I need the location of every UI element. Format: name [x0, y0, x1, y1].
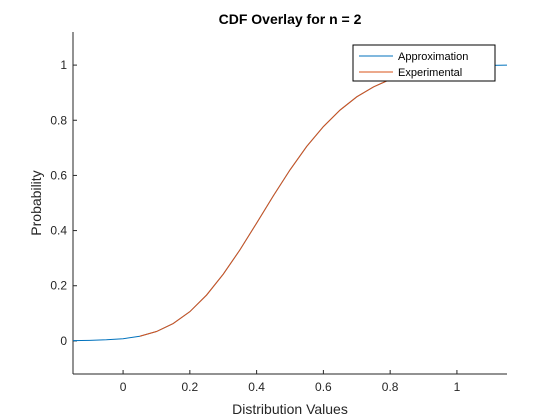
legend-box: [352, 44, 496, 82]
x-tick-label: 0.6: [315, 380, 332, 394]
x-tick-label: 0.2: [182, 380, 199, 394]
y-tick-label: 0: [60, 334, 67, 348]
y-axis-ticks: 0 0.2 0.4 0.6 0.8 1: [50, 58, 77, 348]
x-tick-label: 0: [120, 380, 127, 394]
x-tick-label: 1: [454, 380, 461, 394]
legend: Approximation Experimental: [352, 44, 496, 82]
axes: [72, 32, 507, 375]
x-axis-ticks: 0 0.2 0.4 0.6 0.8 1: [120, 370, 461, 394]
x-axis-label: Distribution Values: [232, 401, 348, 417]
x-tick-label: 0.4: [248, 380, 265, 394]
y-tick-label: 1: [60, 58, 67, 72]
y-tick-label: 0.8: [50, 113, 67, 127]
plot-area: [73, 32, 507, 374]
chart-title: CDF Overlay for n = 2: [219, 11, 362, 27]
y-tick-label: 0.2: [50, 279, 67, 293]
legend-label-experimental: Experimental: [398, 67, 462, 79]
y-tick-label: 0.6: [50, 168, 67, 182]
y-axis-label: Probability: [28, 170, 44, 235]
y-tick-label: 0.4: [50, 224, 67, 238]
x-tick-label: 0.8: [382, 380, 399, 394]
legend-label-approximation: Approximation: [398, 51, 468, 63]
